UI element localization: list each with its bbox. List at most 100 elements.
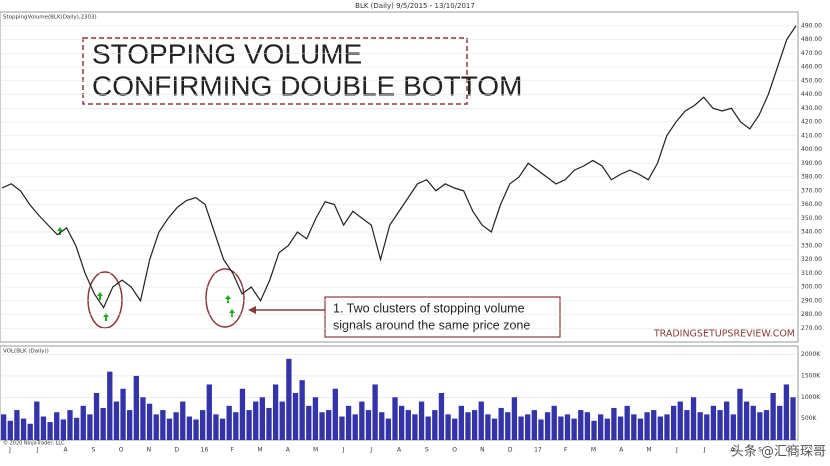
volume-bar (518, 416, 524, 440)
volume-bar (239, 388, 246, 440)
x-tick-label: D (508, 447, 513, 454)
volume-bar (438, 393, 445, 440)
volume-bar (657, 416, 664, 440)
x-tick-label: F (564, 447, 568, 454)
volume-bar (233, 412, 239, 440)
volume-bar (246, 410, 252, 440)
volume-bar (770, 393, 776, 440)
volume-bar (498, 407, 504, 440)
y-tick-label: 450.00 (801, 77, 822, 84)
volume-bar (724, 401, 730, 440)
x-tick-label: J (8, 447, 11, 454)
volume-bar (571, 418, 577, 440)
volume-bar (339, 416, 345, 440)
y-tick-label: 470.00 (801, 50, 822, 57)
volume-bar (717, 410, 723, 440)
volume-bar (790, 397, 796, 440)
x-tick-label: J (342, 447, 345, 454)
volume-bar (598, 414, 604, 440)
y-tick-label: 400.00 (801, 146, 822, 153)
volume-label: VOL(BLK (Daily)) (3, 349, 49, 355)
x-tick-label: A (397, 447, 402, 454)
volume-bar (757, 412, 763, 440)
volume-bar (677, 401, 683, 440)
volume-bar (166, 418, 173, 440)
volume-bar (584, 412, 591, 440)
x-tick-label: A (619, 447, 624, 454)
y-tick-label: 390.00 (801, 160, 822, 167)
volume-bar (286, 358, 292, 440)
volume-bar (1, 414, 7, 440)
y-tick-label: 410.00 (801, 132, 822, 139)
copyright: © 2020 NinjaTrader, LLC (3, 440, 65, 447)
volume-bar (93, 393, 100, 440)
y-tick-label: 290.00 (801, 297, 822, 304)
volume-bar (253, 401, 259, 440)
y-tick-label: 500K (801, 415, 817, 422)
callout: signals around the same price zone (333, 318, 530, 332)
volume-bar (160, 410, 166, 440)
volume-bar (54, 412, 60, 440)
signal-arrows (57, 227, 235, 321)
volume-bar (783, 384, 790, 440)
x-tick-label: M (591, 447, 596, 454)
volume-bar (133, 375, 139, 440)
volume-bar (146, 403, 153, 440)
volume-bar (558, 416, 564, 440)
volume-bar (465, 412, 471, 440)
volume-bar (651, 410, 657, 440)
volume-bar (690, 397, 697, 440)
x-tick-label: A (64, 447, 69, 454)
volume-bar (186, 416, 193, 440)
volume-bar (107, 371, 113, 440)
volume-bar (710, 405, 717, 440)
volume-bar (120, 388, 126, 440)
x-tick-label: N (147, 447, 152, 454)
volume-bar (505, 412, 511, 440)
volume-bar (153, 414, 159, 440)
volume-bar (611, 407, 617, 440)
volume-bar (27, 423, 33, 440)
x-tick-label: 17 (534, 447, 542, 454)
x-tick-label: N (480, 447, 485, 454)
y-tick-label: 420.00 (801, 119, 822, 126)
y-tick-label: 440.00 (801, 91, 822, 98)
volume-bar (777, 405, 783, 440)
y-tick-label: 330.00 (801, 242, 822, 249)
volume-bar (471, 410, 478, 440)
x-tick-label: M (646, 447, 651, 454)
x-tick-label: O (119, 447, 124, 454)
y-tick-label: 460.00 (801, 64, 822, 71)
volume-bar (670, 405, 677, 440)
x-tick-label: M (257, 447, 262, 454)
volume-bar (140, 397, 146, 440)
volume-bar (525, 414, 531, 440)
volume-bar (591, 420, 597, 440)
volume-bar (113, 401, 120, 440)
volume-bar (737, 388, 743, 440)
volume-bar (279, 401, 285, 440)
volume-bar (60, 419, 67, 440)
volume-bar (478, 401, 484, 440)
volume-bar (326, 410, 332, 440)
volume-bar (704, 414, 710, 440)
volume-bar (511, 397, 518, 440)
y-tick-label: 1000K (801, 394, 821, 401)
volume-bar (485, 414, 491, 440)
x-tick-label: A (286, 447, 291, 454)
x-tick-label: S (758, 447, 762, 454)
volume-bar (564, 414, 571, 440)
headline: STOPPING VOLUME (92, 38, 362, 69)
callout-box (324, 296, 561, 338)
y-tick-label: 2000K (801, 351, 821, 358)
volume-bar (538, 419, 544, 440)
volume-bar (193, 419, 199, 440)
volume-bar (226, 405, 232, 440)
volume-bar (425, 416, 431, 440)
watermark: TRADINGSETUPSREVIEW.COM (653, 329, 795, 340)
volume-bar (412, 414, 418, 440)
y-tick-label: 270.00 (801, 325, 822, 332)
volume-bar (578, 410, 584, 440)
y-tick-label: 430.00 (801, 105, 822, 112)
